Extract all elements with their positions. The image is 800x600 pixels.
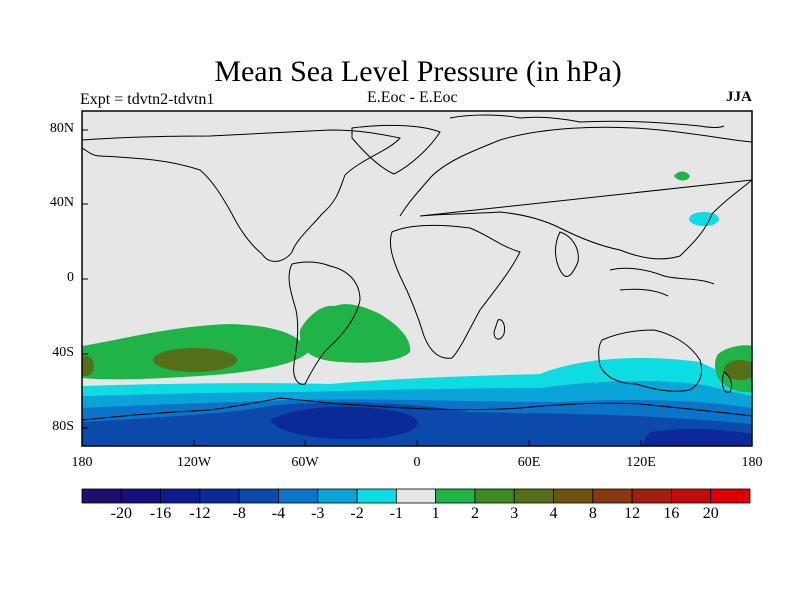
lon-tick-label: 180 <box>741 455 763 470</box>
colorbar-label: -8 <box>232 505 246 522</box>
lon-tick-label: 60W <box>291 455 319 470</box>
colorbar-swatch <box>513 488 554 504</box>
colorbar-swatch <box>474 488 515 504</box>
colorbar-swatch <box>238 488 279 504</box>
colorbar-swatch <box>160 488 201 504</box>
colorbar-swatch <box>81 488 122 504</box>
colorbar-label: 1 <box>431 505 440 522</box>
lat-tick-label: 40N <box>49 195 74 210</box>
lon-tick-label: 120E <box>626 455 656 470</box>
australia-coast <box>598 329 703 392</box>
colorbar-swatch <box>710 488 751 504</box>
colorbar-label: 4 <box>549 505 558 522</box>
colorbar-swatch <box>631 488 672 504</box>
eurasia-coast <box>399 126 752 260</box>
se-asia-islands <box>609 267 715 297</box>
colorbar-swatch <box>671 488 712 504</box>
colorbar-swatch <box>435 488 476 504</box>
lat-tick-label: 40S <box>52 345 74 360</box>
colorbar <box>81 488 751 504</box>
colorbar-label: -12 <box>189 505 211 522</box>
band-minus8 <box>270 406 418 440</box>
colorbar-label: 8 <box>588 505 597 522</box>
colorbar-swatch <box>395 488 437 504</box>
antarctica-coast <box>82 397 752 421</box>
madagascar-coast <box>493 319 505 340</box>
pos-2-ne-asia <box>674 171 690 181</box>
greenland-coast <box>351 124 441 175</box>
lon-tick-label: 120W <box>176 455 212 470</box>
map-area <box>82 111 752 446</box>
pos-3-south-pacific <box>153 348 237 372</box>
south-america-coast <box>288 261 361 385</box>
colorbar-swatch <box>120 488 161 504</box>
map-title: Mean Sea Level Pressure (in hPa) <box>214 55 622 88</box>
colorbar-swatch <box>356 488 397 504</box>
new-zealand-coast <box>721 371 733 393</box>
colorbar-label: 3 <box>510 505 519 522</box>
colorbar-label: 16 <box>663 505 680 522</box>
lon-tick-label: 180 <box>71 455 93 470</box>
colorbar-label: -2 <box>350 505 364 522</box>
neg-1-pacific <box>689 212 719 226</box>
colorbar-label: 20 <box>702 505 719 522</box>
colorbar-swatch <box>592 488 633 504</box>
pos-3-tasman <box>724 360 752 380</box>
lon-tick-label: 0 <box>413 455 421 470</box>
pos-3-west-edge <box>82 356 94 376</box>
axis-ticks <box>81 129 753 446</box>
colorbar-swatch <box>199 488 240 504</box>
colorbar-label: -20 <box>110 505 132 522</box>
north-america-coast <box>82 129 401 262</box>
colorbar-label: -16 <box>149 505 172 522</box>
lat-tick-label: 80S <box>52 419 74 434</box>
lat-tick-label: 80N <box>49 121 74 136</box>
colorbar-swatch <box>553 488 594 504</box>
colorbar-label: -1 <box>389 505 403 522</box>
lat-tick-label: 0 <box>67 270 74 285</box>
india-coast <box>555 231 579 277</box>
experiment-label: Expt = tdvtn2-tdvtn1 <box>80 91 215 108</box>
pos-2-atlantic <box>299 304 411 363</box>
band-minus8-east <box>640 428 752 446</box>
colorbar-label: -3 <box>311 505 325 522</box>
colorbar-label: 12 <box>624 505 641 522</box>
lon-tick-label: 60E <box>517 455 541 470</box>
colorbar-label: 2 <box>470 505 479 522</box>
center-subtitle: E.Eoc - E.Eoc <box>367 89 458 106</box>
coastlines <box>82 114 752 421</box>
arctic-islands <box>449 114 725 128</box>
colorbar-swatch <box>278 488 319 504</box>
season-label: JJA <box>726 89 752 105</box>
colorbar-label: -4 <box>271 505 286 522</box>
colorbar-swatch <box>317 488 358 504</box>
africa-coast <box>389 224 521 359</box>
